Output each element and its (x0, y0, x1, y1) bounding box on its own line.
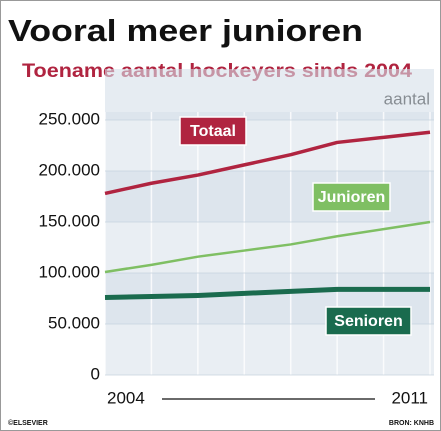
chart: Vooral meer junioren Toename aantal hock… (0, 0, 441, 431)
legend-label: Senioren (334, 313, 402, 330)
legend-label: Junioren (318, 189, 386, 206)
x-tick-label: 2004 (107, 388, 145, 407)
y-tick-label: 50.000 (48, 313, 100, 332)
y-tick-label: 0 (91, 364, 100, 383)
y-tick-label: 150.000 (39, 211, 100, 230)
source: BRON: KNHB (389, 420, 434, 427)
shade-band (105, 69, 434, 120)
credit: ©ELSEVIER (8, 419, 48, 427)
x-tick-label: 2011 (391, 388, 428, 407)
y-tick-label: 250.000 (39, 109, 100, 128)
page: {"chart_data": {"type": "line", "title":… (0, 0, 441, 431)
y-tick-label: 100.000 (39, 262, 100, 281)
chart-title: Vooral meer junioren (8, 13, 363, 48)
y-tick-label: 200.000 (39, 160, 100, 179)
legend-label: Totaal (190, 123, 236, 140)
